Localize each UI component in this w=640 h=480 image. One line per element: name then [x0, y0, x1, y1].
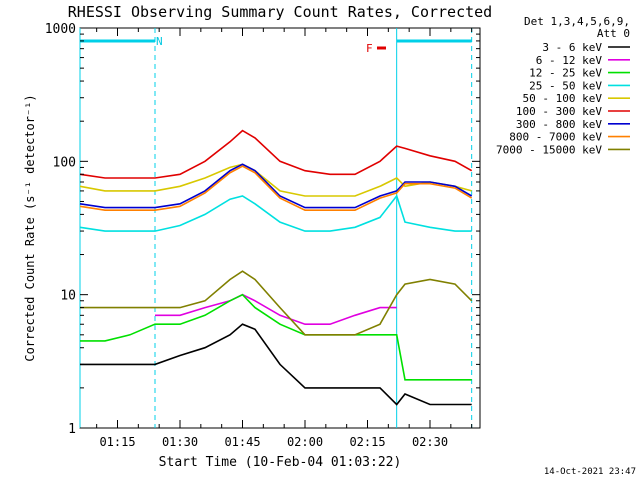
- night-label: N: [156, 35, 163, 48]
- footer-timestamp: 14-Oct-2021 23:47: [544, 467, 636, 477]
- plot-frame: [79, 27, 481, 429]
- x-tick-label-0: 01:15: [99, 435, 135, 449]
- y-tick-label-3: 1000: [45, 22, 76, 37]
- series-lines: [79, 129, 473, 406]
- series-line-5: [79, 129, 473, 179]
- x-tick-label-4: 02:15: [349, 435, 385, 449]
- series-line-6: [79, 163, 473, 209]
- y-tick-label-1: 10: [60, 289, 76, 304]
- y-axis-label: Corrected Count Rate (s⁻¹ detector⁻¹): [23, 94, 37, 361]
- night-intervals: [79, 28, 473, 428]
- legend-header-line1: Det 1,3,4,5,6,9,: [524, 15, 630, 28]
- legend-label-5: 100 - 300 keV: [516, 105, 602, 118]
- y-tick-label-2: 100: [53, 155, 76, 170]
- legend-label-3: 25 - 50 keV: [529, 79, 602, 92]
- x-axis: 01:15 01:30 01:45 02:00 02:15 02:30: [96, 28, 473, 449]
- series-line-4: [79, 163, 472, 197]
- series-line-3: [79, 194, 472, 232]
- y-axis: 1 10 100 1000: [45, 22, 480, 437]
- y-tick-label-0: 1: [68, 422, 76, 437]
- legend-label-0: 3 - 6 keV: [542, 41, 602, 54]
- x-tick-label-3: 02:00: [287, 435, 323, 449]
- series-line-8: [80, 270, 473, 336]
- legend-label-6: 300 - 800 keV: [516, 118, 602, 131]
- x-axis-label: Start Time (10-Feb-04 01:03:22): [159, 455, 402, 470]
- x-tick-label-1: 01:30: [162, 435, 198, 449]
- chart-title: RHESSI Observing Summary Count Rates, Co…: [68, 3, 492, 21]
- legend-label-1: 6 - 12 keV: [536, 54, 603, 67]
- x-tick-label-2: 01:45: [224, 435, 260, 449]
- legend-label-2: 12 - 25 keV: [529, 67, 602, 80]
- series-line-0: [80, 323, 472, 406]
- flare-label: F: [366, 42, 373, 55]
- series-line-1: [155, 293, 397, 326]
- legend-label-4: 50 - 100 keV: [523, 92, 603, 105]
- series-line-7: [79, 165, 473, 211]
- legend-label-7: 800 - 7000 keV: [509, 131, 602, 144]
- legend-label-8: 7000 - 15000 keV: [496, 143, 602, 156]
- x-tick-label-5: 02:30: [412, 435, 448, 449]
- series-line-2: [80, 293, 472, 381]
- legend-header-line2: Att 0: [597, 27, 630, 40]
